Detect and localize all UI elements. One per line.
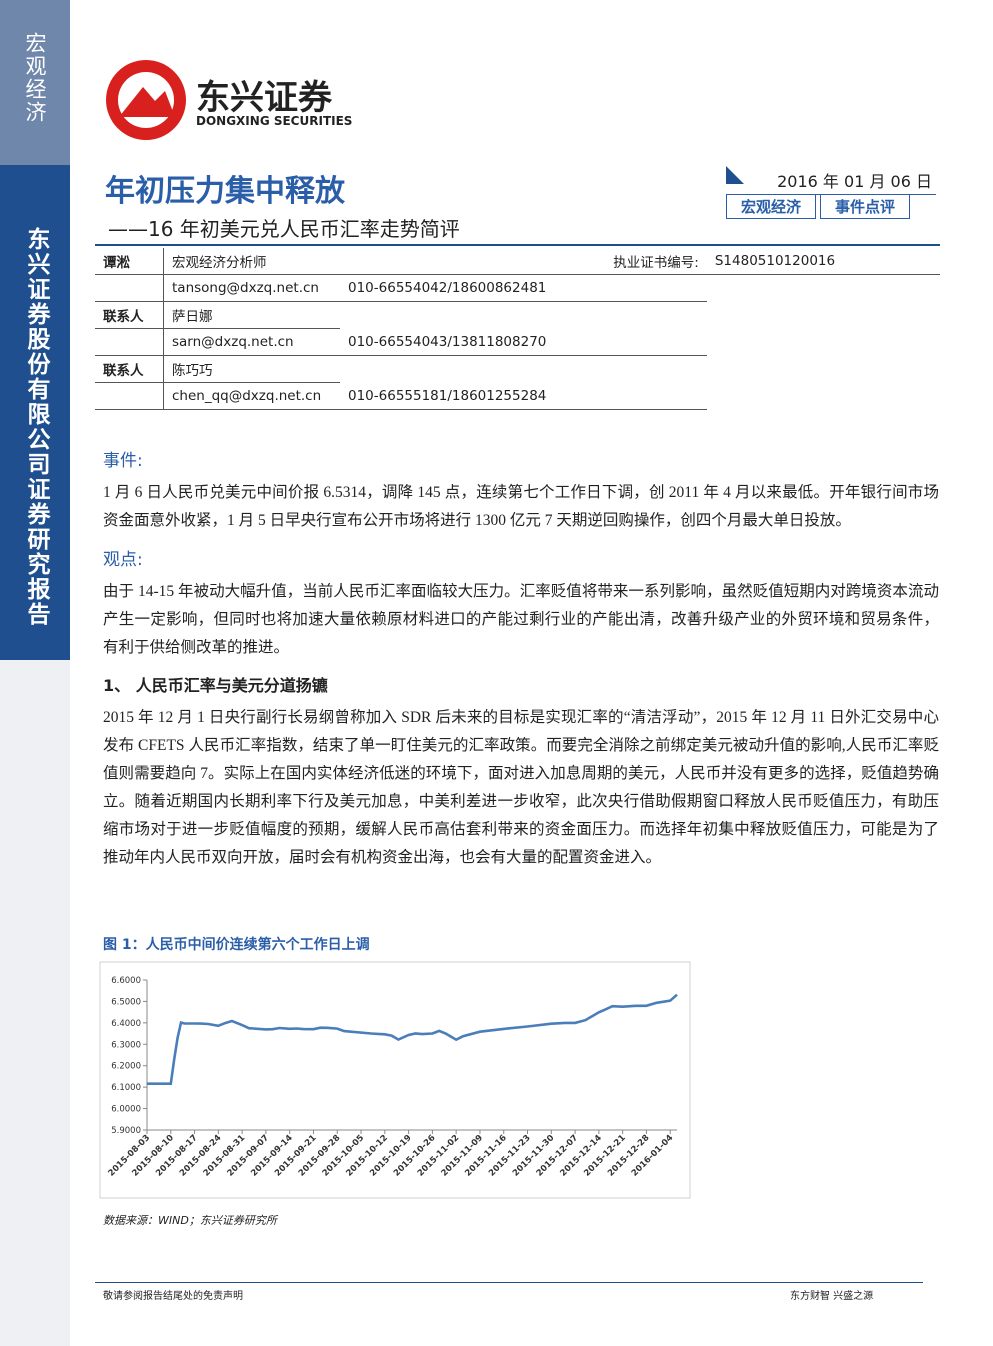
- y-tick-label: 6.5000: [111, 997, 141, 1007]
- analyst-row: 联系人 萨日娜: [95, 301, 940, 329]
- y-tick-label: 6.2000: [111, 1062, 141, 1072]
- analyst-cell: 执业证书编号:: [340, 248, 707, 275]
- figure-source: 数据来源：WIND；东兴证券研究所: [103, 1214, 277, 1227]
- logo-name: 东兴证券: [196, 78, 332, 118]
- analyst-cell: [95, 328, 164, 356]
- paragraph: 由于 14-15 年被动大幅升值，当前人民币汇率面临较大压力。汇率贬值将带来一系…: [103, 583, 939, 656]
- analyst-cell: [95, 382, 164, 410]
- y-tick-label: 6.1000: [111, 1083, 141, 1093]
- y-tick-label: 5.9000: [111, 1126, 141, 1136]
- analyst-cell: 陈巧巧: [163, 355, 340, 383]
- analyst-cell: 联系人: [95, 355, 164, 383]
- analyst-cell: chen_qq@dxzq.net.cn: [163, 382, 340, 410]
- analyst-cell: 联系人: [95, 301, 164, 329]
- analyst-cell: 010-66554042/18600862481: [340, 274, 707, 302]
- analyst-cell: tansong@dxzq.net.cn: [163, 274, 340, 302]
- analyst-cell: 010-66555181/18601255284: [340, 382, 707, 410]
- footer-left: 敬请参阅报告结尾处的免责声明: [103, 1291, 243, 1302]
- tag: 事件点评: [820, 194, 911, 219]
- date-corner: [726, 166, 744, 184]
- title: 年初压力集中释放: [105, 174, 345, 209]
- chart: 5.9000 6.0000 6.1000 6.2000 6.3000 6.4000 6.50…: [99, 961, 691, 1199]
- y-tick-label: 6.4000: [111, 1019, 141, 1029]
- analyst-row: tansong@dxzq.net.cn 010-66554042/18600862…: [95, 274, 940, 302]
- paragraph: 1 月 6 日人民币兑美元中间价报 6.5314，调降 145 点，连续第七个工…: [103, 484, 939, 529]
- analyst-cell: S1480510120016: [706, 248, 940, 275]
- analyst-row: 联系人 陈巧巧: [95, 355, 940, 383]
- analyst-table: 谭淞 宏观经济分析师 执业证书编号: S1480510120016 tansong@dx…: [95, 248, 940, 410]
- y-tick-label: 6.6000: [111, 976, 141, 986]
- analyst-cell: sarn@dxzq.net.cn: [163, 328, 340, 356]
- chart-frame: [99, 961, 691, 1199]
- y-tick-label: 6.3000: [111, 1040, 141, 1050]
- section-heading: 1、 人民币汇率与美元分道扬镳: [103, 676, 328, 695]
- analyst-row: chen_qq@dxzq.net.cn 010-66555181/18601255…: [95, 382, 940, 410]
- analyst-row: sarn@dxzq.net.cn 010-66554043/13811808270: [95, 328, 940, 356]
- analyst-cell: 宏观经济分析师: [163, 248, 340, 275]
- sidebar-company: 东兴证券股份有限公司证券研究报告: [23, 227, 49, 627]
- section-heading: 观点:: [103, 550, 143, 570]
- analyst-row: 谭淞 宏观经济分析师 执业证书编号: S1480510120016: [95, 248, 940, 275]
- footer-right: 东方财智 兴盛之源: [790, 1291, 874, 1302]
- rule: [95, 244, 940, 246]
- figure-caption: 图 1：人民币中间价连续第六个工作日上调: [103, 937, 370, 953]
- section-heading: 事件:: [103, 451, 143, 471]
- analyst-cell: 谭淞: [95, 248, 164, 275]
- body: 事件: 1 月 6 日人民币兑美元中间价报 6.5314，调降 145 点，连续第…: [103, 436, 939, 878]
- footer-rule: [95, 1282, 923, 1283]
- analyst-cell: 010-66554043/13811808270: [340, 328, 707, 356]
- analyst-cell: [95, 274, 164, 302]
- y-tick-label: 6.0000: [111, 1105, 141, 1115]
- paragraph: 2015 年 12 月 1 日央行副行长易纲曾称加入 SDR 后未来的目标是实现…: [103, 709, 939, 866]
- analyst-cell: 萨日娜: [163, 301, 340, 329]
- sidebar-top: 宏观经济: [0, 0, 70, 165]
- date: 2016 年 01 月 06 日: [777, 172, 932, 191]
- tags: 宏观经济 事件点评: [722, 194, 911, 219]
- tag: 宏观经济: [726, 194, 817, 219]
- sidebar-main: 东兴证券股份有限公司证券研究报告: [0, 165, 70, 660]
- sidebar-section: 宏观经济: [23, 32, 47, 124]
- date-box: 2016 年 01 月 06 日: [726, 166, 936, 195]
- sidebar-bottom: [0, 660, 70, 1346]
- series-line: [147, 993, 678, 1085]
- logo-english: DONGXING SECURITIES: [196, 114, 353, 128]
- logo-mark: [106, 60, 186, 140]
- subtitle: ——16 年初美元兑人民币汇率走势简评: [108, 217, 460, 241]
